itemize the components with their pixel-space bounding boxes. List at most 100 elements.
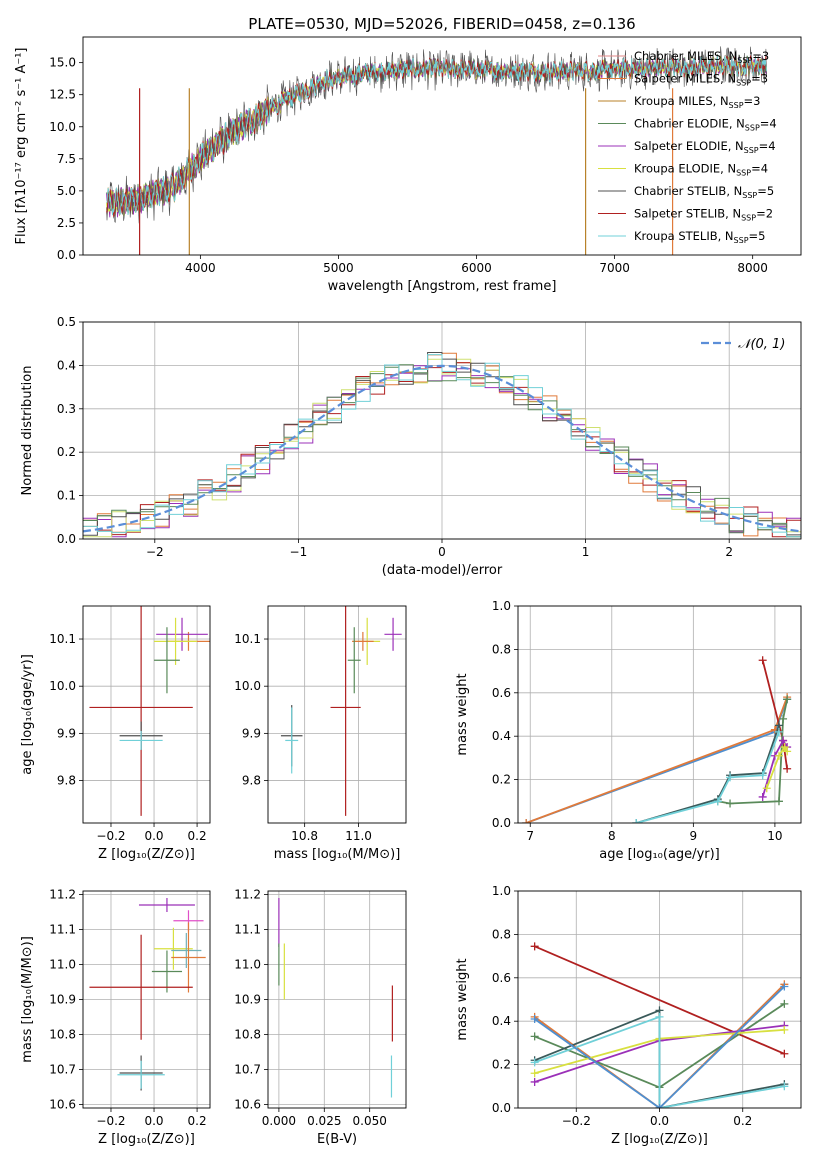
y-tick-label: 10.0 xyxy=(234,679,261,693)
y-tick-label: 10.7 xyxy=(49,1063,76,1077)
weight-line xyxy=(534,945,785,1055)
legend-subscript: SSP xyxy=(734,236,749,245)
legend-label: Kroupa MILES, NSSP=3 xyxy=(634,94,760,110)
weight-marker xyxy=(758,656,767,665)
axes-frame xyxy=(517,605,802,824)
y-tick-label: 0.0 xyxy=(57,532,76,546)
panel-spectrum: 4000 5000 6000 7000 8000 0.0 2.5 5.0 7.5 10.0 12.5… xyxy=(14,15,802,294)
weight-marker xyxy=(726,773,735,782)
histogram-step xyxy=(83,354,801,538)
y-tick-label: 11.0 xyxy=(234,958,261,972)
legend-subscript: SSP xyxy=(744,146,759,155)
x-tick-label: 8 xyxy=(608,829,616,843)
legend-count: =5 xyxy=(749,229,766,243)
axes-frame xyxy=(517,890,802,1109)
plot-area xyxy=(530,942,789,1108)
plot-area xyxy=(522,656,792,823)
legend-subscript: SSP xyxy=(737,56,752,65)
y-tick-label: 10.6 xyxy=(49,1098,76,1112)
weight-marker xyxy=(758,792,767,801)
x-tick-label: 9 xyxy=(690,829,698,843)
y-tick-label: 10.8 xyxy=(234,1028,261,1042)
weight-marker xyxy=(780,1049,789,1058)
y-tick-label: 9.8 xyxy=(242,774,261,788)
y-tick-label: 1.0 xyxy=(492,599,511,613)
x-tick-label: 6000 xyxy=(461,261,492,275)
x-axis-label: mass [log₁₀(M/M⊙)] xyxy=(274,847,401,862)
y-tick-label: 11.2 xyxy=(49,888,76,902)
y-tick-label: 0.6 xyxy=(492,686,511,700)
y-tick-label: 9.9 xyxy=(57,726,76,740)
weight-marker xyxy=(779,714,788,723)
panel-mass_vs_ebv: 0.000 0.025 0.050 10.6 10.7 10.8 10.9 11.0 11.1 1… xyxy=(234,888,407,1147)
panel-age_vs_mass: 10.8 11.0 9.8 9.9 10.0 10.1 mass [log₁₀(M/M⊙)] xyxy=(234,605,407,862)
x-tick-label: 2 xyxy=(725,545,733,559)
x-tick-label: 11.0 xyxy=(345,829,372,843)
x-tick-label: 0.050 xyxy=(353,1114,387,1128)
y-tick-label: 0.0 xyxy=(492,1101,511,1115)
x-tick-label: 0.2 xyxy=(733,1114,752,1128)
legend-label: Salpeter ELODIE, NSSP=4 xyxy=(634,139,776,155)
y-tick-label: 10.1 xyxy=(49,632,76,646)
y-tick-label: 0.2 xyxy=(492,773,511,787)
axes-frame xyxy=(267,890,407,1109)
y-tick-label: 15.0 xyxy=(49,56,76,70)
y-tick-label: 10.0 xyxy=(49,120,76,134)
x-tick-label: 7 xyxy=(526,829,534,843)
y-tick-label: 11.1 xyxy=(234,923,261,937)
x-tick-label: 7000 xyxy=(599,261,630,275)
weight-marker xyxy=(780,999,789,1008)
panel-age_vs_Z: −0.2 0.0 0.2 9.8 9.9 10.0 10.1 Z [log₁₀(Z/Z⊙)] a… xyxy=(20,605,211,862)
y-axis-label: Flux [fλ10⁻¹⁷ erg cm⁻² s⁻¹ A⁻¹] xyxy=(14,48,29,245)
normal-curve xyxy=(83,364,801,533)
weight-marker xyxy=(530,942,539,951)
plot-area xyxy=(280,606,402,816)
plot-area xyxy=(89,898,206,1091)
axes-frame xyxy=(82,890,211,1109)
x-tick-label: 0.2 xyxy=(188,829,207,843)
x-tick-label: −0.2 xyxy=(96,829,125,843)
y-tick-label: 0.8 xyxy=(492,642,511,656)
legend-subscript: SSP xyxy=(736,169,751,178)
weight-marker xyxy=(783,695,792,704)
y-tick-label: 2.5 xyxy=(57,216,76,230)
weight-marker xyxy=(632,819,641,823)
y-tick-label: 0.5 xyxy=(57,315,76,329)
x-axis-label: age [log₁₀(age/yr)] xyxy=(599,847,720,862)
legend-count: =4 xyxy=(759,139,776,153)
y-tick-label: 10.0 xyxy=(49,679,76,693)
y-tick-label: 0.2 xyxy=(57,445,76,459)
legend-count: =3 xyxy=(752,49,769,63)
weight-marker xyxy=(655,1104,664,1108)
legend-count: =5 xyxy=(757,184,774,198)
y-tick-label: 0.0 xyxy=(492,816,511,830)
weight-marker xyxy=(780,1082,789,1091)
legend-count: =2 xyxy=(756,207,773,221)
spectrum-line xyxy=(106,55,767,216)
legend-count: =3 xyxy=(751,72,768,86)
y-tick-label: 7.5 xyxy=(57,152,76,166)
weight-line xyxy=(534,985,786,1108)
x-tick-label: 5000 xyxy=(323,261,354,275)
panel-mass_vs_Z: −0.2 0.0 0.2 10.6 10.7 10.8 10.9 11.0 11.1 11.2 Z … xyxy=(20,888,211,1147)
panel-residuals: −2 −1 0 1 2 0.0 0.1 0.2 0.3 0.4 0.5 (data-model)/er… xyxy=(20,315,802,578)
y-tick-label: 0.4 xyxy=(492,1014,511,1028)
weight-line xyxy=(765,745,788,789)
y-tick-label: 0.1 xyxy=(57,489,76,503)
spectrum-line xyxy=(106,46,767,224)
x-tick-label: 4000 xyxy=(185,261,216,275)
weight-marker xyxy=(530,1058,539,1067)
weight-marker xyxy=(758,771,767,780)
histogram-step xyxy=(83,365,801,538)
legend-subscript: SSP xyxy=(736,79,751,88)
y-tick-label: 10.7 xyxy=(234,1063,261,1077)
axes-frame xyxy=(82,321,802,540)
weight-marker xyxy=(780,743,789,752)
legend-count: =3 xyxy=(744,94,761,108)
axes-frame xyxy=(82,36,802,256)
weight-marker xyxy=(762,784,771,793)
x-tick-label: −2 xyxy=(146,545,164,559)
y-tick-label: 10.1 xyxy=(234,632,261,646)
legend-label: Kroupa STELIB, NSSP=5 xyxy=(634,229,765,245)
panel-mass_weight_vs_Z: −0.2 0.0 0.2 0.0 0.2 0.4 0.6 0.8 1.0 Z [log₁₀(Z/Z… xyxy=(455,884,802,1147)
